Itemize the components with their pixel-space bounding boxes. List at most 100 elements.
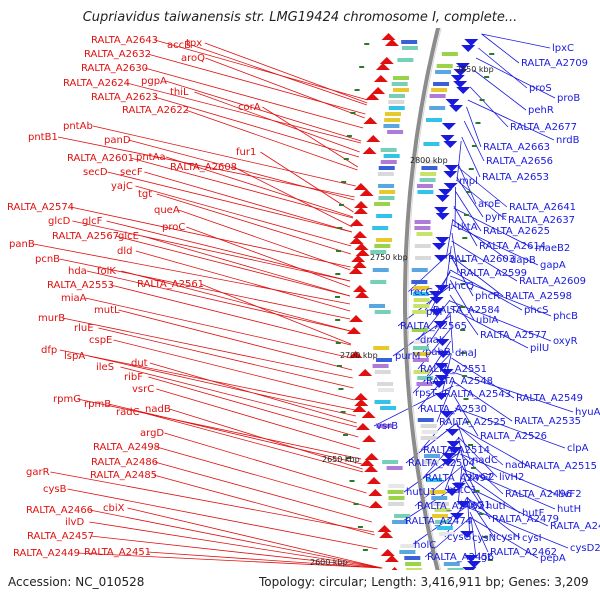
leader-line bbox=[90, 535, 383, 569]
leader-line bbox=[86, 270, 351, 332]
gene-label: yajC bbox=[111, 181, 133, 192]
scale-tick bbox=[340, 411, 346, 413]
leader-line bbox=[449, 300, 552, 342]
gene-label: dut bbox=[131, 358, 148, 369]
gene-label: cbiX bbox=[103, 503, 125, 514]
gene-label: RALTA_A2474 bbox=[405, 516, 472, 527]
leader-line bbox=[106, 220, 351, 282]
feature-block bbox=[411, 280, 428, 284]
scale-label: 2700 kbp bbox=[340, 351, 378, 360]
forward-gene-mark bbox=[352, 285, 367, 292]
feature-block bbox=[380, 160, 397, 164]
gene-label: queA bbox=[154, 205, 180, 216]
leader-line bbox=[126, 82, 362, 144]
reverse-gene-mark bbox=[456, 501, 471, 508]
leader-line bbox=[200, 283, 352, 345]
gene-label: hutU1 bbox=[406, 487, 436, 498]
scale-label: 2750 kbp bbox=[370, 253, 408, 262]
gene-label: tgt bbox=[138, 189, 152, 200]
gene-label: RALTA_A2567 bbox=[52, 231, 119, 242]
forward-gene-mark bbox=[360, 459, 375, 466]
leader-line bbox=[88, 355, 357, 417]
gene-label: dnaJ bbox=[455, 348, 477, 359]
feature-block bbox=[420, 436, 437, 440]
gene-label: RALTA_A2480 bbox=[550, 521, 600, 532]
scale-tick bbox=[478, 513, 484, 515]
leader-line bbox=[417, 328, 451, 370]
forward-gene-mark bbox=[384, 39, 399, 46]
scale-tick bbox=[466, 191, 472, 193]
reverse-gene-mark bbox=[464, 555, 479, 562]
gene-label: RALTA_A2632 bbox=[84, 49, 151, 60]
scale-tick bbox=[468, 168, 474, 170]
leader-line bbox=[144, 67, 364, 129]
leader-line bbox=[465, 485, 549, 527]
gene-label: hutC1 bbox=[447, 485, 477, 496]
forward-gene-mark bbox=[368, 501, 383, 508]
feature-block bbox=[405, 562, 422, 566]
leader-line bbox=[156, 388, 360, 450]
leader-line bbox=[455, 407, 566, 449]
gene-label: holC bbox=[414, 540, 436, 551]
feature-block bbox=[388, 502, 405, 506]
forward-gene-mark bbox=[391, 567, 398, 570]
reverse-gene-mark bbox=[439, 411, 454, 418]
leader-line bbox=[456, 140, 462, 182]
scale-label: 2600 kbp bbox=[310, 558, 348, 567]
forward-gene-mark bbox=[348, 267, 363, 274]
reverse-gene-mark bbox=[434, 285, 449, 292]
feature-block bbox=[384, 118, 401, 122]
gene-label: pgpA bbox=[141, 76, 167, 87]
scale-tick bbox=[357, 526, 363, 528]
leader-line bbox=[452, 371, 574, 413]
scale-label: 2850 kbp bbox=[456, 65, 494, 74]
forward-gene-mark bbox=[362, 147, 377, 154]
feature-block bbox=[374, 202, 391, 206]
forward-gene-mark bbox=[375, 63, 390, 70]
gene-label: RALTA_A2548 bbox=[426, 376, 493, 387]
leader-line bbox=[453, 395, 479, 437]
gene-label: murB bbox=[38, 313, 65, 324]
gene-label: pcnB bbox=[35, 254, 60, 265]
reverse-gene-mark bbox=[434, 393, 449, 400]
gene-label: garR bbox=[26, 467, 50, 478]
leader-line bbox=[118, 309, 353, 371]
leader-line bbox=[62, 317, 353, 379]
gene-label: RALTA_A2479 bbox=[492, 514, 559, 525]
scale-tick bbox=[338, 388, 344, 390]
feature-block bbox=[429, 94, 446, 98]
gene-label: RALTA_A2457 bbox=[27, 531, 94, 542]
leader-line bbox=[436, 381, 454, 423]
forward-gene-mark bbox=[352, 231, 367, 238]
gene-label: hutG1 bbox=[460, 500, 491, 511]
accession-label: Accession: NC_010528 bbox=[8, 575, 145, 589]
gene-label: pepA bbox=[540, 553, 566, 564]
leader-line bbox=[70, 206, 351, 268]
feature-block bbox=[431, 496, 448, 500]
feature-block bbox=[436, 64, 453, 68]
feature-block bbox=[387, 490, 404, 494]
feature-block bbox=[420, 424, 437, 428]
reverse-gene-mark bbox=[443, 183, 458, 190]
feature-block bbox=[373, 346, 390, 350]
feature-block bbox=[429, 490, 446, 494]
scale-tick bbox=[460, 283, 466, 285]
scale-tick bbox=[346, 457, 352, 459]
scale-tick bbox=[484, 76, 490, 78]
leader-line bbox=[457, 436, 468, 478]
feature-block bbox=[413, 304, 430, 308]
leader-line bbox=[463, 120, 485, 162]
leader-line bbox=[481, 33, 551, 49]
reverse-gene-mark bbox=[467, 561, 482, 568]
reverse-gene-mark bbox=[440, 135, 455, 142]
gene-label: glcF bbox=[82, 216, 103, 227]
gene-label: glcD bbox=[48, 216, 71, 227]
feature-block bbox=[432, 514, 449, 518]
forward-gene-mark bbox=[379, 531, 394, 538]
reverse-gene-mark bbox=[445, 99, 460, 106]
gene-label: RALTA_A2622 bbox=[122, 105, 189, 116]
feature-block bbox=[416, 184, 433, 188]
feature-block bbox=[376, 238, 393, 242]
gene-label: pntAb bbox=[63, 121, 93, 132]
leader-line bbox=[135, 250, 351, 312]
